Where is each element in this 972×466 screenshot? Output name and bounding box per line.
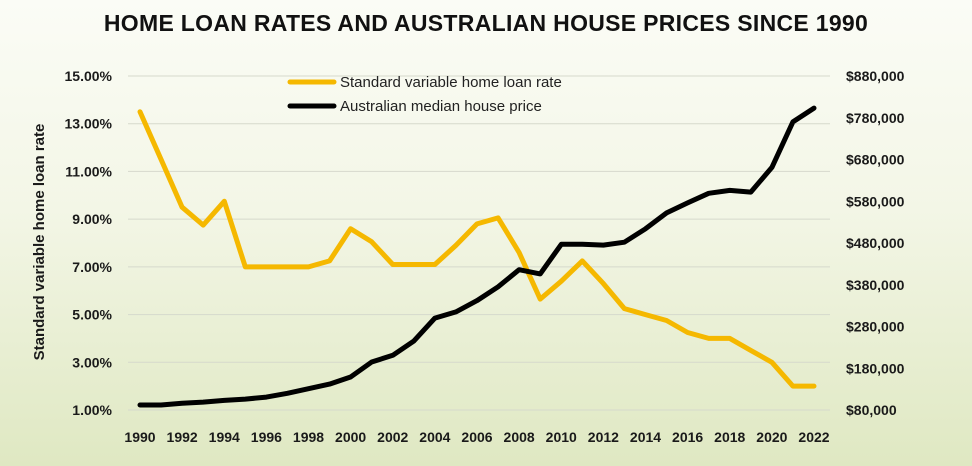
x-tick-label: 2012 xyxy=(588,429,619,445)
right-tick-label: $180,000 xyxy=(846,360,905,376)
x-tick-label: 1998 xyxy=(293,429,324,445)
x-tick-label: 1990 xyxy=(124,429,155,445)
x-axis: 1990 1992 1994 1996 1998 2000 2002 2004 2006 2008… xyxy=(124,429,829,445)
left-tick-label: 11.00% xyxy=(65,163,112,179)
x-tick-label: 2010 xyxy=(546,429,577,445)
legend-label: Standard variable home loan rate xyxy=(340,74,562,91)
left-tick-label: 1.00% xyxy=(72,402,112,418)
left-tick-label: 9.00% xyxy=(72,211,112,227)
legend: Standard variable home loan rate Australi… xyxy=(287,74,562,115)
left-tick-label: 15.00% xyxy=(65,68,113,84)
y-axis-label: Standard variable home loan rate xyxy=(31,124,48,361)
x-tick-label: 2014 xyxy=(630,429,661,445)
left-tick-label: 5.00% xyxy=(72,307,112,323)
right-tick-label: $80,000 xyxy=(846,402,897,418)
loan-rate-line xyxy=(137,109,817,389)
x-tick-label: 2000 xyxy=(335,429,366,445)
right-tick-label: $380,000 xyxy=(846,277,905,293)
right-tick-label: $280,000 xyxy=(846,319,905,335)
x-tick-label: 2006 xyxy=(461,429,492,445)
left-tick-label: 13.00% xyxy=(65,116,113,132)
x-tick-label: 2018 xyxy=(714,429,745,445)
right-tick-label: $780,000 xyxy=(846,110,905,126)
x-tick-label: 2016 xyxy=(672,429,703,445)
right-tick-label: $580,000 xyxy=(846,193,905,209)
x-tick-label: 2004 xyxy=(419,429,450,445)
x-tick-label: 1996 xyxy=(251,429,282,445)
right-tick-label: $880,000 xyxy=(846,68,905,84)
right-tick-label: $480,000 xyxy=(846,235,905,251)
left-tick-label: 7.00% xyxy=(72,259,112,275)
x-tick-label: 2008 xyxy=(504,429,535,445)
x-tick-label: 1994 xyxy=(209,429,240,445)
gridlines xyxy=(128,75,830,411)
series-lines xyxy=(137,105,817,408)
left-axis: 15.00% 13.00% 11.00% 9.00% 7.00% 5.00% 3.00% 1.… xyxy=(65,68,113,418)
x-tick-label: 2022 xyxy=(798,429,829,445)
x-tick-label: 2020 xyxy=(756,429,787,445)
right-tick-label: $680,000 xyxy=(846,152,905,168)
left-tick-label: 3.00% xyxy=(72,354,112,370)
chart-title: HOME LOAN RATES AND AUSTRALIAN HOUSE PRI… xyxy=(103,10,869,36)
x-tick-label: 1992 xyxy=(167,429,198,445)
x-tick-label: 2002 xyxy=(377,429,408,445)
right-axis: $880,000 $780,000 $680,000 $580,000 $480,000… xyxy=(846,68,905,418)
legend-label: Australian median house price xyxy=(340,98,542,115)
